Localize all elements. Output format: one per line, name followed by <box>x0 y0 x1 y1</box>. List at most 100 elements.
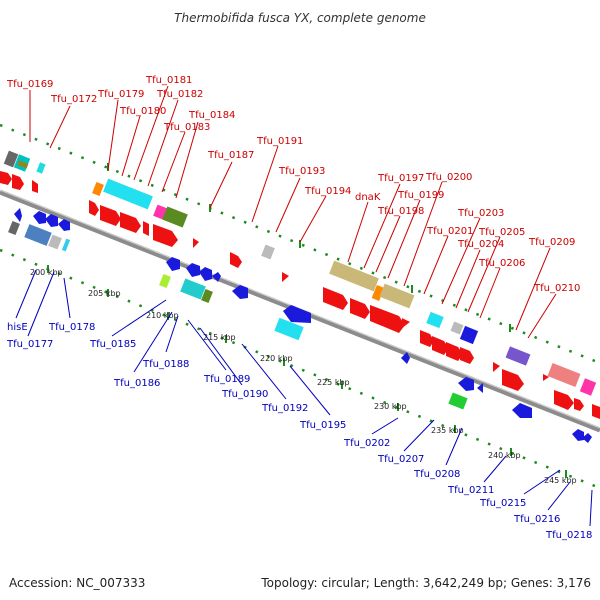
gene-arrow-reverse <box>199 267 212 281</box>
kbp-label: 245 kbp <box>544 476 577 485</box>
svg-text:Tfu_0180: Tfu_0180 <box>119 106 166 117</box>
gene-block <box>103 178 153 210</box>
svg-text:Tfu_0204: Tfu_0204 <box>457 239 504 250</box>
gene-arrow-forward <box>0 171 12 185</box>
gene-arrow-forward <box>32 180 38 193</box>
gene-arrow-forward <box>282 272 289 282</box>
svg-text:Tfu_0199: Tfu_0199 <box>397 190 444 201</box>
svg-text:Tfu_0172: Tfu_0172 <box>50 94 97 105</box>
gene-block <box>329 260 379 292</box>
bottom-gene-label: Tfu_0216 <box>513 481 571 525</box>
top-gene-label: Tfu_0203 <box>441 208 504 305</box>
svg-text:Tfu_0178: Tfu_0178 <box>48 322 95 333</box>
gene-arrow-reverse <box>212 272 221 282</box>
gene-block <box>450 321 464 335</box>
svg-text:Tfu_0203: Tfu_0203 <box>457 208 504 219</box>
gene-block <box>459 325 479 345</box>
gene-arrow-forward <box>432 336 449 355</box>
gene-arrow-reverse <box>33 211 46 224</box>
svg-text:Tfu_0197: Tfu_0197 <box>377 173 424 184</box>
gene-arrow-forward <box>420 330 434 347</box>
gene-arrow-forward <box>370 305 405 333</box>
gene-arrow-reverse <box>58 219 70 231</box>
svg-text:Tfu_0186: Tfu_0186 <box>113 378 160 389</box>
svg-text:Tfu_0218: Tfu_0218 <box>545 530 592 541</box>
svg-text:Tfu_0206: Tfu_0206 <box>478 258 525 269</box>
gene-block <box>379 283 415 309</box>
gene-block <box>448 392 468 410</box>
top-dotted-track <box>0 123 600 365</box>
kbp-label: 230 kbp <box>374 402 407 411</box>
gene-arrow-forward <box>89 200 99 216</box>
svg-text:dnaK: dnaK <box>355 192 381 203</box>
gene-block <box>61 238 71 252</box>
bottom-gene-label: Tfu_0178 <box>48 277 95 333</box>
bottom-gene-label: Tfu_0211 <box>447 455 507 496</box>
gene-arrow-reverse <box>283 305 311 323</box>
svg-text:Tfu_0208: Tfu_0208 <box>413 469 460 480</box>
bottom-gene-label: hisE <box>7 269 37 333</box>
svg-text:Tfu_0179: Tfu_0179 <box>97 89 144 100</box>
svg-text:Tfu_0190: Tfu_0190 <box>221 389 268 400</box>
top-gene-label: Tfu_0199 <box>387 190 444 279</box>
top-gene-label: Tfu_0187 <box>207 150 254 209</box>
top-gene-label: Tfu_0183 <box>161 122 210 193</box>
svg-text:Tfu_0207: Tfu_0207 <box>377 454 424 465</box>
kbp-label: 210 kbp <box>146 311 179 320</box>
svg-text:Tfu_0205: Tfu_0205 <box>478 227 525 238</box>
gene-arrow-forward <box>502 369 524 391</box>
svg-text:Tfu_0215: Tfu_0215 <box>479 498 526 509</box>
svg-text:Tfu_0192: Tfu_0192 <box>261 403 308 414</box>
bottom-labels: hisE Tfu_0177 Tfu_0178 Tfu_0185 Tfu_0186… <box>6 269 593 541</box>
top-gene-label: Tfu_0181 <box>133 75 192 181</box>
gene-block <box>36 162 46 174</box>
kbp-label: 220 kbp <box>260 354 293 363</box>
svg-text:Tfu_0177: Tfu_0177 <box>6 339 53 350</box>
bottom-gene-label: Tfu_0186 <box>113 311 173 389</box>
gene-block <box>426 311 444 329</box>
svg-text:Tfu_0184: Tfu_0184 <box>188 110 235 121</box>
kbp-label: 235 kbp <box>431 426 464 435</box>
bottom-gene-label: Tfu_0208 <box>413 427 463 480</box>
svg-text:Tfu_0201: Tfu_0201 <box>426 226 473 237</box>
bottom-gene-label: Tfu_0189 <box>187 319 250 385</box>
kbp-label: 215 kbp <box>203 333 236 342</box>
gene-arrow-forward <box>446 342 463 361</box>
svg-text:Tfu_0185: Tfu_0185 <box>89 339 136 350</box>
svg-text:Tfu_0216: Tfu_0216 <box>513 514 560 525</box>
svg-text:Tfu_0193: Tfu_0193 <box>278 166 325 177</box>
gene-block <box>579 378 597 396</box>
gene-arrow-reverse <box>477 383 483 393</box>
gene-block <box>8 220 20 236</box>
gene-arrow-reverse <box>512 403 532 418</box>
gene-block <box>505 346 531 366</box>
gene-block <box>17 160 29 169</box>
bottom-gene-label: Tfu_0190 <box>199 327 268 400</box>
top-gene-label: Tfu_0201 <box>423 226 473 295</box>
svg-text:Tfu_0187: Tfu_0187 <box>207 150 254 161</box>
gene-arrow-forward <box>554 390 574 410</box>
gene-block <box>92 181 104 197</box>
top-gene-label: Tfu_0194 <box>299 186 351 243</box>
gene-arrow-forward <box>574 398 584 411</box>
gene-arrow-forward <box>323 287 348 310</box>
gene-block <box>48 234 62 250</box>
kbp-label: 205 kbp <box>88 289 121 298</box>
gene-block <box>153 204 167 220</box>
bottom-gene-label: Tfu_0188 <box>142 315 189 370</box>
gene-arrow-reverse <box>186 263 200 277</box>
gene-block <box>261 244 275 260</box>
bottom-gene-label: Tfu_0207 <box>377 419 435 465</box>
top-gene-label: dnaK <box>347 192 381 263</box>
bottom-dotted-track <box>0 248 600 490</box>
svg-text:Tfu_0198: Tfu_0198 <box>377 206 424 217</box>
kbp-label: 240 kbp <box>488 451 521 460</box>
svg-text:Tfu_0211: Tfu_0211 <box>447 485 494 496</box>
gene-block <box>162 206 188 228</box>
top-gene-label: Tfu_0169 <box>6 79 53 142</box>
bottom-gene-label: Tfu_0215 <box>479 469 561 509</box>
svg-text:Tfu_0169: Tfu_0169 <box>6 79 53 90</box>
gene-arrow-forward <box>153 224 178 247</box>
gene-arrow-reverse <box>401 352 410 364</box>
gene-block <box>371 285 385 301</box>
